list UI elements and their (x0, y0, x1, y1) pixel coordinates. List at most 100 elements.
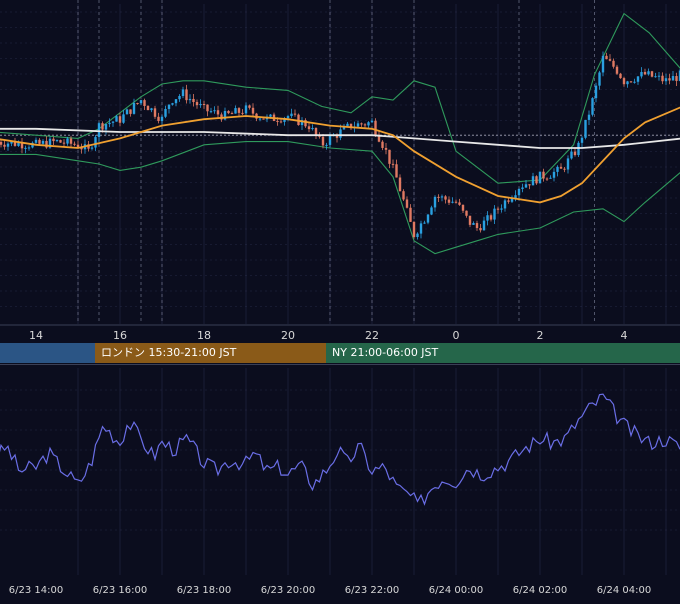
candle-body (678, 70, 680, 81)
candle-body (440, 196, 444, 198)
candle-body (591, 98, 594, 115)
candle-body (283, 118, 286, 122)
candle-body (675, 76, 678, 81)
candle-body (304, 120, 307, 127)
candle-body (349, 123, 353, 129)
candle-body (237, 108, 241, 113)
candle-body (45, 140, 48, 148)
candle-body (192, 98, 195, 103)
candle-body (542, 171, 545, 179)
candle-body (0, 141, 3, 145)
candle-body (339, 129, 342, 138)
candle-body (622, 78, 626, 85)
candle-body (136, 103, 139, 105)
candle-body (59, 140, 62, 143)
candle-body (248, 105, 251, 108)
candle-body (251, 107, 255, 114)
candle-body (143, 100, 146, 106)
candle-body (321, 136, 325, 146)
candle-body (451, 201, 454, 203)
candle-body (580, 137, 584, 143)
oscillator-x-tick-label: 6/23 18:00 (177, 585, 231, 596)
candle-body (111, 121, 115, 123)
candle-body (52, 138, 55, 142)
candle-body (402, 191, 405, 200)
candle-body (503, 200, 507, 209)
candle-body (367, 122, 370, 126)
candle-body (342, 126, 346, 130)
candle-body (650, 71, 654, 77)
candle-body (531, 176, 535, 186)
oscillator-x-tick-label: 6/24 00:00 (429, 585, 483, 596)
candle-body (174, 99, 178, 104)
candle-body (227, 110, 230, 114)
session-ny: NY 21:00-06:00 JST (326, 343, 680, 363)
bollinger-lower-line (0, 141, 680, 255)
price-x-tick-label: 4 (621, 329, 628, 342)
candle-body (384, 147, 388, 150)
price-grid (0, 0, 680, 324)
bollinger-upper-line (0, 12, 680, 184)
candle-body (619, 73, 622, 79)
candle-body (318, 135, 321, 137)
candle-body (216, 110, 220, 115)
moving-average-short-line (0, 106, 680, 204)
candle-body (293, 113, 297, 115)
candle-body (325, 144, 328, 146)
candle-body (129, 109, 132, 114)
candle-body (223, 110, 227, 120)
candle-body (517, 188, 521, 196)
candle-body (258, 118, 262, 120)
candle-body (300, 120, 304, 126)
candle-body (66, 138, 69, 144)
candle-body (598, 72, 601, 86)
candle-body (657, 75, 661, 77)
candle-body (398, 177, 402, 192)
candle-body (167, 104, 171, 109)
candle-body (34, 139, 38, 143)
candle-body (668, 78, 671, 81)
candle-body (307, 126, 311, 130)
candle-body (94, 137, 97, 148)
candle-body (388, 149, 391, 164)
candle-body (633, 81, 636, 83)
candle-body (612, 60, 615, 67)
candle-body (377, 134, 381, 142)
candle-body (76, 144, 80, 148)
candle-body (447, 199, 451, 203)
candle-body (62, 142, 66, 144)
candle-body (38, 139, 41, 144)
candle-body (69, 138, 73, 144)
candle-body (153, 108, 157, 117)
candle-body (115, 116, 118, 122)
candle-body (507, 200, 510, 202)
oscillator-x-tick-label: 6/23 20:00 (261, 585, 315, 596)
candle-body (374, 120, 377, 135)
candle-body (437, 196, 440, 198)
candle-body (346, 123, 349, 127)
price-x-tick-label: 14 (29, 329, 43, 342)
candle-body (118, 116, 122, 123)
candle-body (412, 221, 416, 238)
price-x-tick-label: 18 (197, 329, 211, 342)
candle-body (241, 112, 244, 114)
candle-body (391, 163, 395, 165)
candle-body (202, 103, 206, 105)
oscillator-x-tick-label: 6/24 02:00 (513, 585, 567, 596)
candle-body (629, 81, 633, 83)
session-london-label: ロンドン 15:30-21:00 JST (101, 346, 237, 359)
candle-body (458, 202, 461, 205)
candle-body (615, 66, 619, 74)
candle-body (234, 108, 237, 114)
session-bar: ロンドン 15:30-21:00 JST NY 21:00-06:00 JST (0, 343, 680, 363)
candle-body (640, 71, 643, 77)
candle-body (157, 116, 160, 122)
session-tokyo (0, 343, 95, 363)
candle-body (132, 103, 136, 114)
candle-body (97, 123, 101, 138)
candle-body (171, 103, 174, 105)
candle-body (10, 141, 13, 144)
candle-body (360, 123, 363, 125)
candle-body (17, 142, 20, 146)
